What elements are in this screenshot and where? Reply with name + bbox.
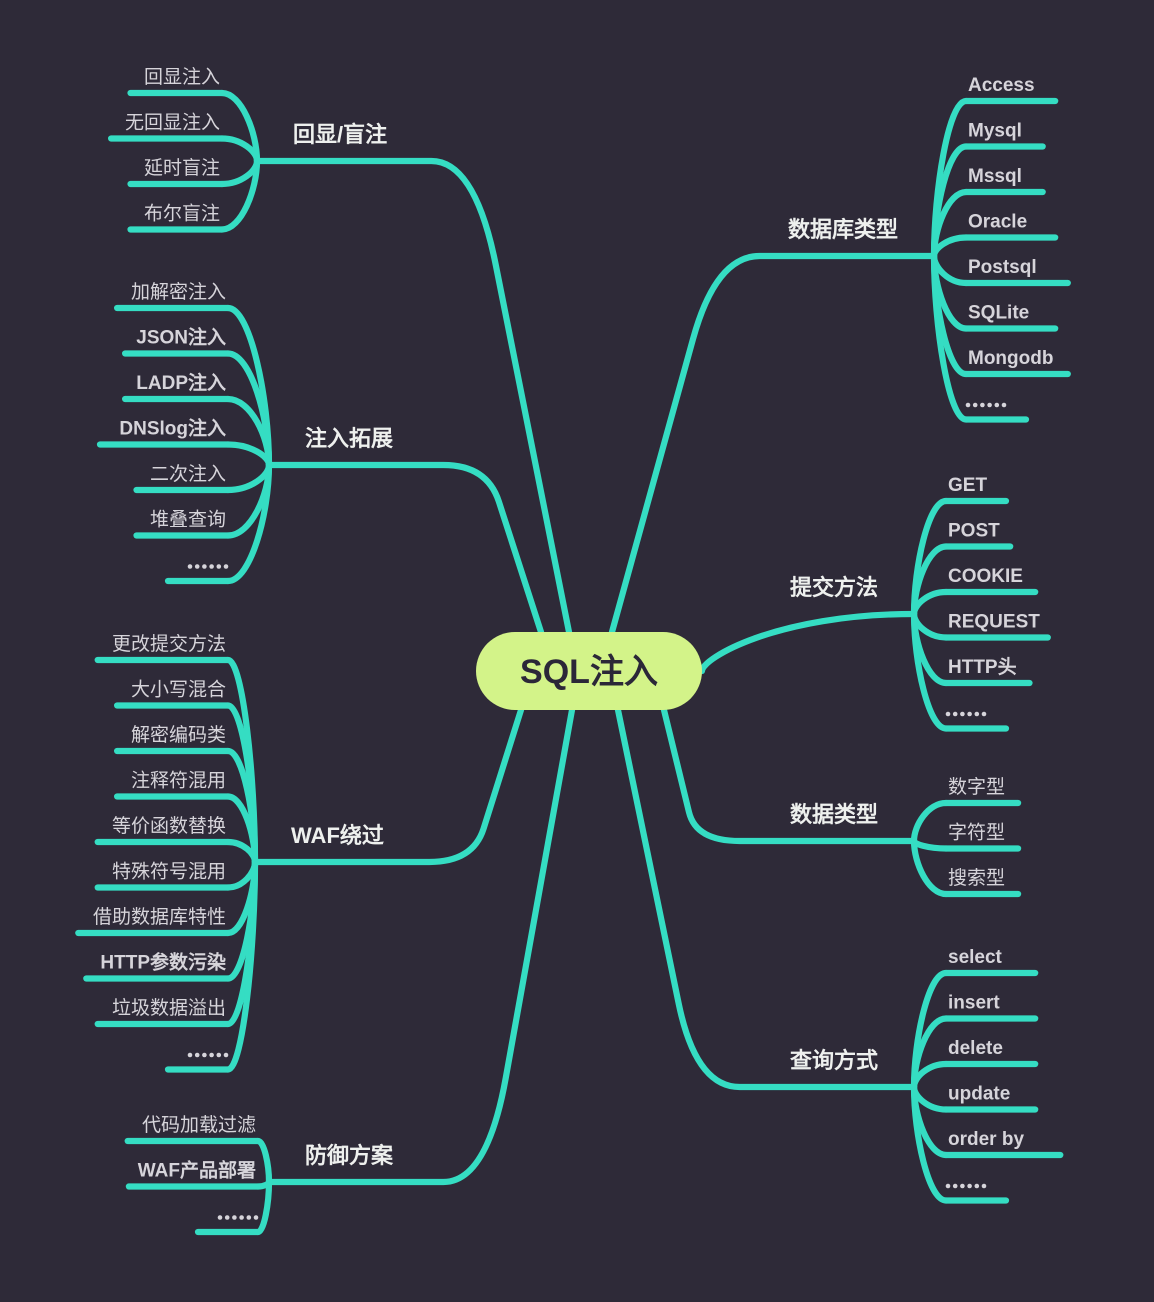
svg-text:JSON注入: JSON注入 — [136, 326, 226, 349]
svg-text:order by: order by — [948, 1129, 1024, 1150]
svg-text:二次注入: 二次注入 — [150, 463, 226, 485]
svg-text:注入拓展: 注入拓展 — [305, 426, 393, 451]
svg-text:搜索型: 搜索型 — [948, 867, 1005, 889]
svg-text:HTTP参数污染: HTTP参数污染 — [100, 951, 226, 974]
svg-text:update: update — [948, 1084, 1010, 1105]
svg-text:GET: GET — [948, 475, 987, 496]
svg-text:更改提交方法: 更改提交方法 — [112, 633, 226, 655]
svg-text:查询方式: 查询方式 — [790, 1048, 878, 1073]
svg-text:解密编码类: 解密编码类 — [131, 724, 226, 746]
svg-text:Mongodb: Mongodb — [968, 348, 1053, 369]
svg-text:代码加载过滤: 代码加载过滤 — [142, 1114, 256, 1136]
svg-text:insert: insert — [948, 993, 1000, 1014]
svg-text:SQL注入: SQL注入 — [520, 653, 658, 691]
svg-text:Oracle: Oracle — [968, 212, 1027, 233]
svg-text:防御方案: 防御方案 — [305, 1143, 394, 1168]
svg-text:特殊符号混用: 特殊符号混用 — [112, 861, 226, 883]
svg-text:SQLite: SQLite — [968, 303, 1029, 324]
svg-text:数据库类型: 数据库类型 — [788, 217, 898, 242]
svg-text:DNSlog注入: DNSlog注入 — [119, 417, 226, 440]
svg-text:POST: POST — [948, 521, 1000, 542]
svg-text:WAF产品部署: WAF产品部署 — [138, 1159, 256, 1182]
svg-text:等价函数替换: 等价函数替换 — [112, 815, 226, 837]
svg-text:Postsql: Postsql — [968, 257, 1037, 278]
svg-text:delete: delete — [948, 1038, 1003, 1059]
svg-text:回显/盲注: 回显/盲注 — [293, 122, 387, 147]
svg-text:注释符混用: 注释符混用 — [131, 770, 226, 792]
svg-text:布尔盲注: 布尔盲注 — [144, 203, 220, 225]
svg-text:大小写混合: 大小写混合 — [131, 679, 226, 701]
svg-text:COOKIE: COOKIE — [948, 566, 1023, 587]
svg-text:字符型: 字符型 — [948, 822, 1005, 844]
svg-text:提交方法: 提交方法 — [790, 575, 878, 600]
svg-text:WAF绕过: WAF绕过 — [291, 823, 384, 848]
svg-text:HTTP头: HTTP头 — [948, 656, 1017, 678]
svg-text:数字型: 数字型 — [948, 776, 1005, 798]
svg-text:Mysql: Mysql — [968, 121, 1022, 142]
svg-text:垃圾数据溢出: 垃圾数据溢出 — [112, 997, 226, 1019]
svg-text:数据类型: 数据类型 — [790, 802, 878, 827]
svg-text:Access: Access — [968, 75, 1035, 96]
svg-text:select: select — [948, 947, 1003, 968]
svg-text:Mssql: Mssql — [968, 166, 1022, 187]
svg-text:堆叠查询: 堆叠查询 — [150, 509, 226, 531]
svg-text:回显注入: 回显注入 — [144, 66, 220, 88]
svg-text:REQUEST: REQUEST — [948, 612, 1040, 633]
svg-text:借助数据库特性: 借助数据库特性 — [93, 906, 226, 928]
svg-text:加解密注入: 加解密注入 — [131, 281, 226, 303]
svg-text:无回显注入: 无回显注入 — [125, 112, 220, 134]
svg-text:延时盲注: 延时盲注 — [144, 157, 220, 179]
svg-text:LADP注入: LADP注入 — [136, 371, 226, 394]
